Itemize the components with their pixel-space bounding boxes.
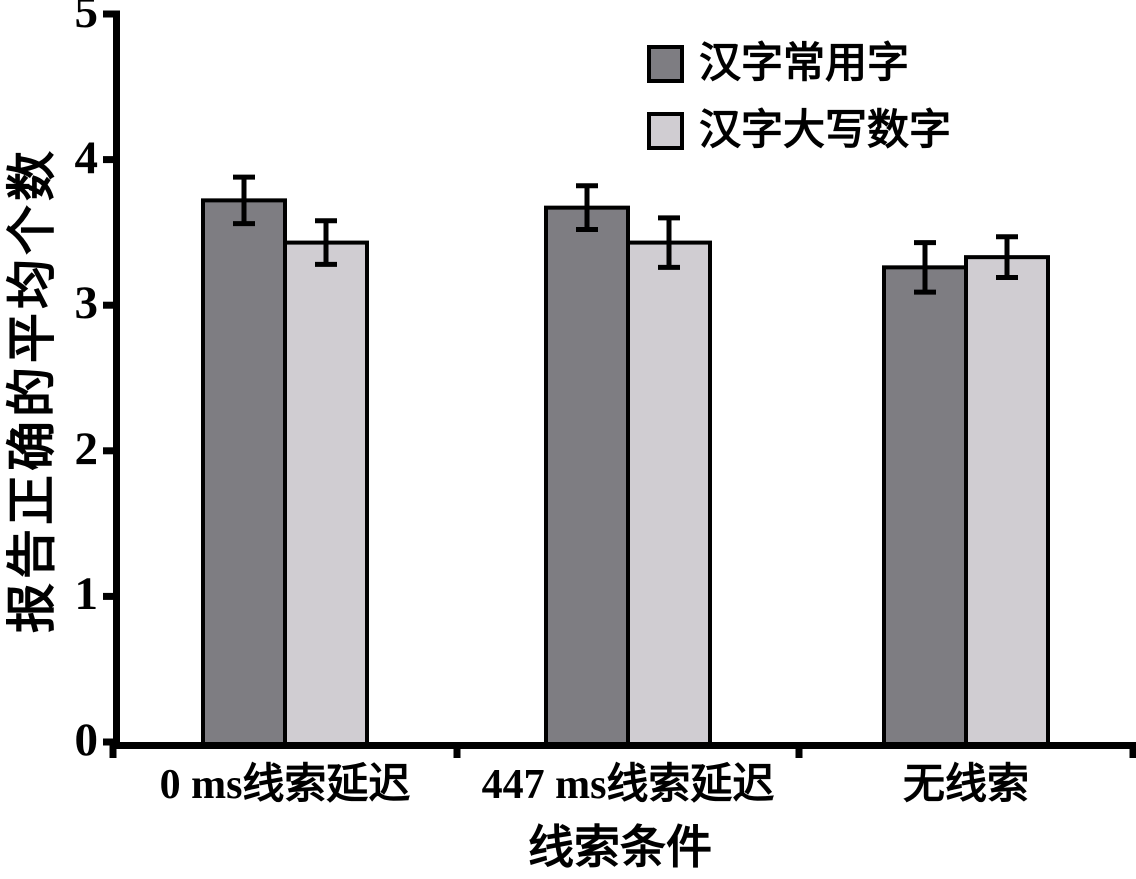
bar-series1-cat1 <box>626 240 712 746</box>
legend: 汉字常用字 汉字大写数字 <box>647 42 951 153</box>
bar-series0-cat2 <box>882 265 968 746</box>
y-tick-label-0: 0 <box>74 714 99 766</box>
legend-swatch-dark <box>647 45 684 83</box>
legend-item-light-series: 汉字大写数字 <box>647 109 951 153</box>
y-tick-label-2: 2 <box>74 422 99 475</box>
bar-series0-cat1 <box>544 205 630 746</box>
x-tick-label-0: 0 ms线索延迟 <box>159 762 411 808</box>
bar-series1-cat2 <box>964 255 1050 746</box>
y-tick-label-5: 5 <box>74 0 99 38</box>
legend-item-dark-series: 汉字常用字 <box>647 42 951 86</box>
legend-label-dark: 汉字常用字 <box>699 41 910 87</box>
x-axis-title: 线索条件 <box>528 822 712 873</box>
legend-label-light: 汉字大写数字 <box>699 108 952 154</box>
y-tick-label-1: 1 <box>74 568 99 621</box>
x-tick-label-2: 无线索 <box>902 762 1029 808</box>
legend-swatch-light <box>647 112 684 150</box>
x-tick-label-1: 447 ms线索延迟 <box>481 762 775 808</box>
y-tick-label-3: 3 <box>74 277 99 330</box>
bar-series0-cat0 <box>201 198 287 747</box>
y-tick-label-4: 4 <box>74 131 99 184</box>
bar-series1-cat0 <box>283 240 369 746</box>
